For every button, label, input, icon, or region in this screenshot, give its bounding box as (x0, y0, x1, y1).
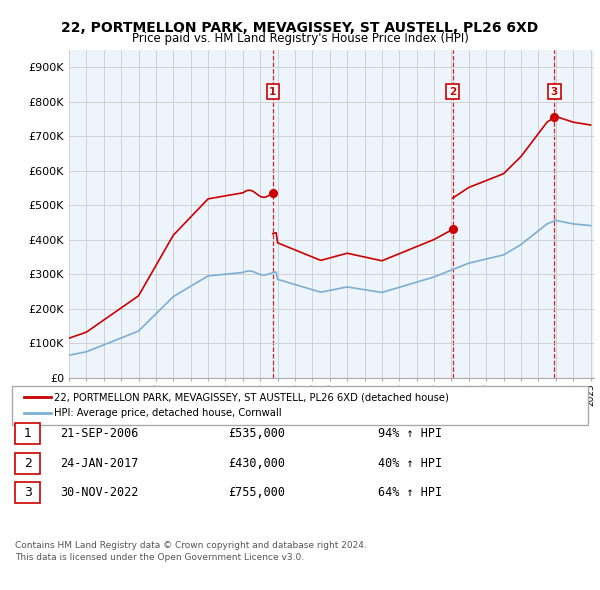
Text: Contains HM Land Registry data © Crown copyright and database right 2024.: Contains HM Land Registry data © Crown c… (15, 541, 367, 550)
Text: 2: 2 (23, 457, 32, 470)
Text: 22, PORTMELLON PARK, MEVAGISSEY, ST AUSTELL, PL26 6XD: 22, PORTMELLON PARK, MEVAGISSEY, ST AUST… (61, 21, 539, 35)
Text: This data is licensed under the Open Government Licence v3.0.: This data is licensed under the Open Gov… (15, 553, 304, 562)
Text: 2: 2 (449, 87, 456, 97)
Text: HPI: Average price, detached house, Cornwall: HPI: Average price, detached house, Corn… (54, 408, 281, 418)
Text: 21-SEP-2006: 21-SEP-2006 (60, 427, 139, 440)
Text: 3: 3 (551, 87, 558, 97)
Text: 30-NOV-2022: 30-NOV-2022 (60, 486, 139, 499)
Text: 94% ↑ HPI: 94% ↑ HPI (378, 427, 442, 440)
Text: 22, PORTMELLON PARK, MEVAGISSEY, ST AUSTELL, PL26 6XD (detached house): 22, PORTMELLON PARK, MEVAGISSEY, ST AUST… (54, 392, 449, 402)
Text: 3: 3 (23, 486, 32, 499)
Text: 24-JAN-2017: 24-JAN-2017 (60, 457, 139, 470)
Text: 1: 1 (23, 427, 32, 440)
Text: 1: 1 (269, 87, 277, 97)
Text: Price paid vs. HM Land Registry's House Price Index (HPI): Price paid vs. HM Land Registry's House … (131, 32, 469, 45)
Text: £755,000: £755,000 (228, 486, 285, 499)
Text: 64% ↑ HPI: 64% ↑ HPI (378, 486, 442, 499)
Text: 40% ↑ HPI: 40% ↑ HPI (378, 457, 442, 470)
Text: £430,000: £430,000 (228, 457, 285, 470)
Text: £535,000: £535,000 (228, 427, 285, 440)
